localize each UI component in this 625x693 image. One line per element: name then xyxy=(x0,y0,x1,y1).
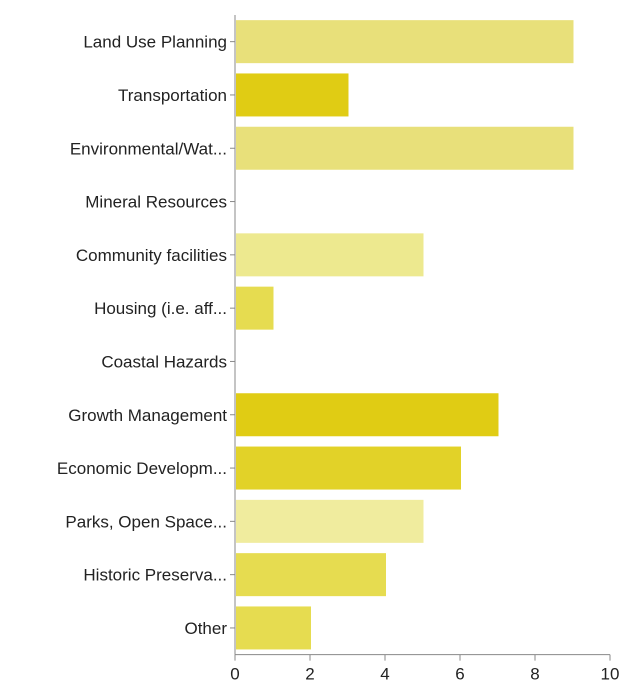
bar xyxy=(236,73,349,117)
x-tick-label: 8 xyxy=(530,665,539,684)
category-label: Coastal Hazards xyxy=(101,352,227,371)
bar xyxy=(236,393,499,437)
bar xyxy=(236,126,574,170)
x-tick-label: 4 xyxy=(380,665,389,684)
category-label: Parks, Open Space... xyxy=(65,512,227,531)
category-labels-group: Land Use Planning Transportation Environme… xyxy=(57,33,227,638)
category-label: Other xyxy=(184,619,227,638)
category-label: Growth Management xyxy=(68,406,227,425)
bar xyxy=(236,446,461,490)
category-label: Housing (i.e. aff... xyxy=(94,299,227,318)
category-label: Land Use Planning xyxy=(83,33,227,52)
category-label: Mineral Resources xyxy=(85,193,227,212)
bar xyxy=(236,286,274,330)
x-tick-label: 6 xyxy=(455,665,464,684)
bar xyxy=(236,20,574,64)
bars-group xyxy=(236,20,574,650)
bar xyxy=(236,233,424,277)
category-label: Community facilities xyxy=(76,246,227,265)
x-tick-label: 2 xyxy=(305,665,314,684)
category-label: Economic Developm... xyxy=(57,459,227,478)
bar xyxy=(236,499,424,543)
axes-group: 0 2 4 6 8 10 xyxy=(230,15,619,684)
x-tick-label: 0 xyxy=(230,665,239,684)
category-label: Environmental/Wat... xyxy=(70,139,227,158)
bar xyxy=(236,606,311,650)
category-label: Historic Preserva... xyxy=(83,566,227,585)
category-label: Transportation xyxy=(118,86,227,105)
x-tick-label: 10 xyxy=(601,665,620,684)
bar xyxy=(236,553,386,597)
